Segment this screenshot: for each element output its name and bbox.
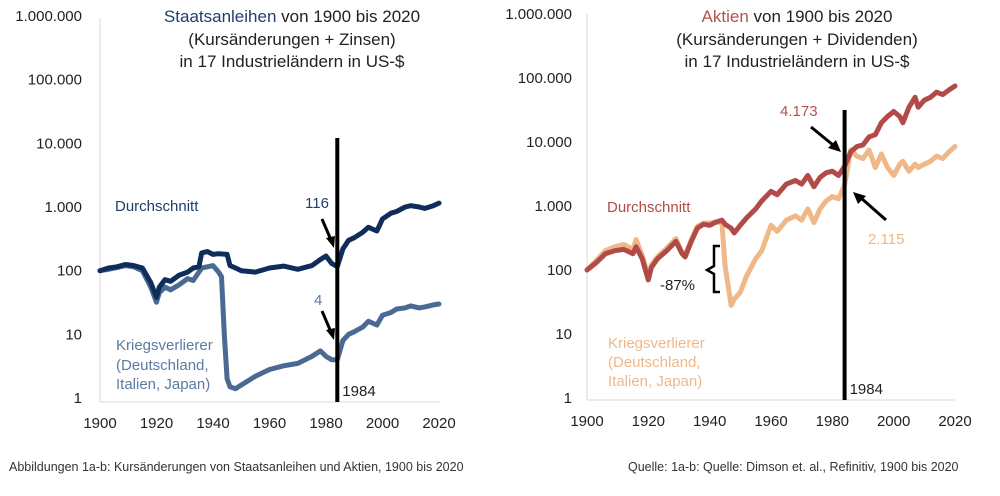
- x-tick-label: 1940: [693, 413, 726, 430]
- x-tick-label: 2020: [422, 415, 455, 432]
- series-label-war-losers-2: (Deutschland,: [608, 354, 701, 371]
- x-tick-label: 1900: [570, 413, 603, 430]
- annotation-2115: 2.115: [868, 231, 904, 248]
- series-label-war-losers-2: (Deutschland,: [116, 357, 209, 374]
- arrow-2115-icon: [853, 192, 887, 222]
- chart-title-line2: (Kursänderungen + Dividenden): [676, 30, 917, 49]
- y-tick-label: 1.000.000: [15, 8, 82, 25]
- year-1984-label: 1984: [850, 381, 883, 398]
- y-tick-label: 10: [555, 326, 572, 343]
- x-tick-label: 1960: [253, 415, 286, 432]
- series-line-average: [584, 83, 958, 283]
- chart-title-line1: Aktien von 1900 bis 2020: [702, 7, 893, 26]
- brace-bracket-icon: [704, 244, 720, 294]
- x-tick-label: 1920: [140, 415, 173, 432]
- chart-title-line2: (Kursänderungen + Zinsen): [188, 30, 395, 49]
- x-tick-label: 2000: [366, 415, 399, 432]
- bonds-chart: Staatsanleihen von 1900 bis 2020 (Kursän…: [15, 7, 455, 432]
- title-highlight: Aktien: [702, 7, 749, 26]
- y-tick-label: 10: [65, 326, 82, 343]
- x-tick-label: 1980: [309, 415, 342, 432]
- series-label-average: Durchschnitt: [115, 198, 199, 215]
- chart-title-line3: in 17 Industrieländern in US-$: [685, 52, 910, 71]
- stocks-chart: Aktien von 1900 bis 2020 (Kursänderungen…: [505, 6, 971, 430]
- chart-title-line1: Staatsanleihen von 1900 bis 2020: [164, 7, 420, 26]
- x-tick-label: 2020: [938, 413, 971, 430]
- source-caption: Quelle: 1a-b: Quelle: Dimson et. al., Re…: [628, 460, 959, 474]
- year-1984-label: 1984: [342, 383, 375, 400]
- annotation-4173: 4.173: [780, 103, 818, 120]
- annotation-minus-87-percent: -87%: [660, 277, 695, 294]
- series-label-war-losers-3: Italien, Japan): [608, 373, 702, 390]
- chart-title-line3: in 17 Industrieländern in US-$: [180, 52, 405, 71]
- annotation-4: 4: [314, 292, 322, 309]
- figure-caption: Abbildungen 1a-b: Kursänderungen von Sta…: [9, 460, 464, 474]
- y-tick-label: 10.000: [36, 135, 82, 152]
- arrow-4173-icon: [810, 125, 841, 152]
- x-tick-label: 2000: [877, 413, 910, 430]
- y-tick-label: 100.000: [518, 70, 572, 87]
- y-tick-label: 100.000: [28, 72, 82, 89]
- series-label-war-losers-1: Kriegsverlierer: [608, 335, 705, 352]
- series-line-war-losers: [584, 144, 958, 308]
- series-label-average: Durchschnitt: [607, 199, 691, 216]
- y-tick-label: 1.000: [534, 198, 572, 215]
- title-rest: von 1900 bis 2020: [276, 7, 420, 26]
- x-tick-label: 1920: [632, 413, 665, 430]
- arrow-116-icon: [320, 218, 335, 248]
- x-tick-label: 1980: [816, 413, 849, 430]
- y-tick-label: 100: [547, 262, 572, 279]
- annotation-116: 116: [305, 195, 329, 212]
- x-tick-label: 1940: [196, 415, 229, 432]
- series-label-war-losers-1: Kriegsverlierer: [116, 337, 213, 354]
- series-line-average: [97, 200, 442, 300]
- y-tick-label: 1: [74, 390, 82, 407]
- y-tick-label: 1: [564, 390, 572, 407]
- y-tick-label: 1.000: [44, 199, 82, 216]
- x-tick-label: 1900: [83, 415, 116, 432]
- title-rest: von 1900 bis 2020: [749, 7, 893, 26]
- series-label-war-losers-3: Italien, Japan): [116, 376, 210, 393]
- arrow-4-icon: [320, 310, 335, 340]
- title-highlight: Staatsanleihen: [164, 7, 276, 26]
- x-tick-label: 1960: [754, 413, 787, 430]
- y-tick-label: 1.000.000: [505, 6, 572, 23]
- y-tick-label: 100: [57, 263, 82, 280]
- y-tick-label: 10.000: [526, 134, 572, 151]
